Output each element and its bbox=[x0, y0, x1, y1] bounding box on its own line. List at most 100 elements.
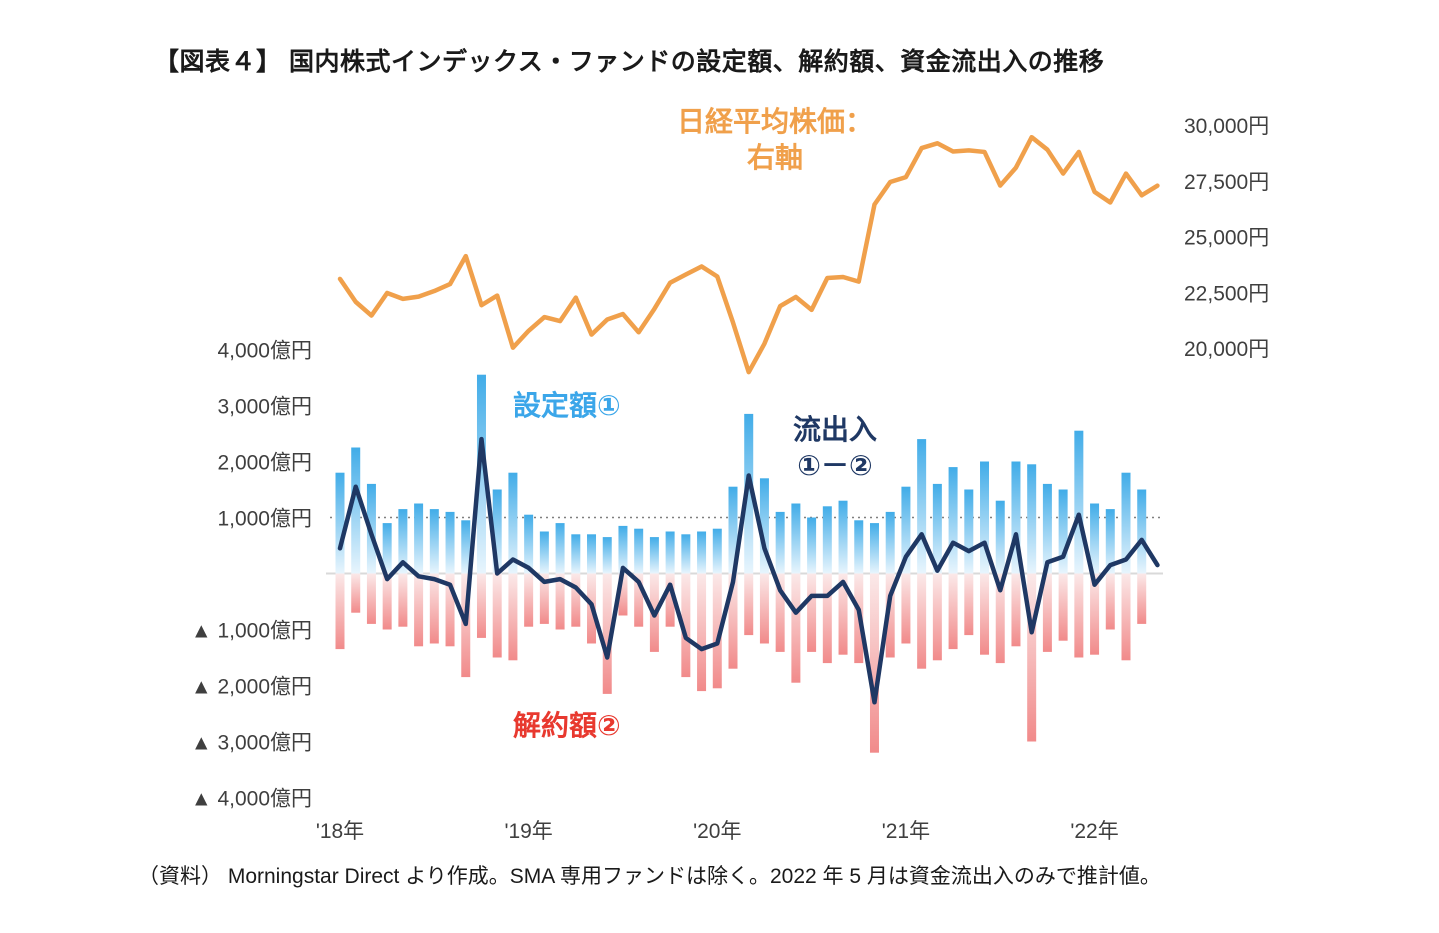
right-axis-tick: 27,500円 bbox=[1184, 171, 1269, 194]
redemption-bar bbox=[382, 573, 392, 630]
subscription-bar bbox=[398, 509, 408, 574]
subscription-bar bbox=[1074, 430, 1084, 574]
subscription-bar bbox=[476, 374, 486, 574]
subscription-bar bbox=[948, 467, 958, 574]
redemption-bar bbox=[807, 573, 817, 652]
redemption-bar bbox=[476, 573, 486, 638]
subscription-bar bbox=[1105, 509, 1115, 574]
subscription-bar bbox=[712, 528, 722, 574]
subscription-bar bbox=[854, 520, 864, 574]
subscription-bar bbox=[649, 537, 659, 574]
left-axis-tick: 2,000億円 bbox=[217, 452, 312, 475]
redemption-bar bbox=[1058, 573, 1068, 641]
redemption-bar bbox=[838, 573, 848, 655]
left-axis-tick: 4,000億円 bbox=[217, 340, 312, 363]
redemption-bar bbox=[1105, 573, 1115, 630]
redemption-bar bbox=[1011, 573, 1021, 647]
subscription-bar bbox=[697, 531, 707, 574]
redemption-bar bbox=[964, 573, 974, 636]
subscription-bar bbox=[1137, 489, 1147, 574]
chart-title: 【図表４】 国内株式インデックス・ファンドの設定額、解約額、資金流出入の推移 bbox=[154, 48, 1105, 76]
subscription-bar bbox=[382, 523, 392, 574]
subscription-bar bbox=[351, 447, 361, 574]
subscription-bar bbox=[917, 439, 927, 574]
subscription-bar bbox=[1027, 464, 1037, 574]
subscription-bar bbox=[822, 506, 832, 574]
subscription-bar bbox=[602, 537, 612, 574]
nikkei-legend-line1: 日経平均株価： bbox=[676, 106, 873, 137]
redemption-bar bbox=[759, 573, 769, 644]
redemption-bar bbox=[712, 573, 722, 689]
source-note: （資料） Morningstar Direct より作成。SMA 専用ファンドは… bbox=[138, 865, 1161, 888]
subscription-bar bbox=[932, 483, 942, 574]
subscription-bar bbox=[728, 486, 738, 574]
x-axis-tick: '22年 bbox=[1070, 820, 1118, 843]
redemption-bar bbox=[728, 573, 738, 669]
redemption-bar bbox=[1074, 573, 1084, 658]
redemption-bar bbox=[995, 573, 1005, 664]
nikkei-line bbox=[337, 134, 1160, 375]
subscription-bar bbox=[775, 511, 785, 574]
redemption-bar bbox=[398, 573, 408, 627]
subscription-bar bbox=[838, 500, 848, 574]
subscription-bar bbox=[681, 534, 691, 574]
netflow-legend-line1: 流出入 bbox=[792, 414, 877, 445]
subscription-bar bbox=[524, 514, 534, 574]
redemption-bar bbox=[602, 573, 612, 694]
redemption-bar bbox=[351, 573, 361, 613]
redemption-bar bbox=[571, 573, 581, 627]
x-axis-tick: '21年 bbox=[882, 820, 930, 843]
subscription-bar bbox=[587, 534, 597, 574]
redemption-bar bbox=[681, 573, 691, 678]
redemption-bar bbox=[618, 573, 628, 616]
redemption-bar bbox=[555, 573, 565, 630]
subscription-bar bbox=[571, 534, 581, 574]
redemption-bar bbox=[524, 573, 534, 627]
x-axis-tick: '20年 bbox=[693, 820, 741, 843]
netflow-line bbox=[337, 436, 1160, 705]
right-axis-tick: 30,000円 bbox=[1184, 115, 1269, 138]
nikkei-legend-line2: 右軸 bbox=[746, 142, 803, 173]
x-axis-tick: '19年 bbox=[504, 820, 552, 843]
redemption-bar bbox=[492, 573, 502, 658]
netflow-legend-label: 流出入 ①－② bbox=[775, 412, 895, 484]
redemption-bar bbox=[917, 573, 927, 669]
subscription-bar bbox=[555, 523, 565, 574]
redemption-bar bbox=[539, 573, 549, 624]
redemption-bar bbox=[1137, 573, 1147, 624]
left-axis-tick: 3,000億円 bbox=[217, 396, 312, 419]
redemption-bar bbox=[885, 573, 895, 658]
subscription-bar bbox=[759, 478, 769, 574]
redemption-bar bbox=[445, 573, 455, 647]
redemption-bar bbox=[948, 573, 958, 650]
subscription-bar bbox=[901, 486, 911, 574]
subscription-bar bbox=[791, 503, 801, 574]
redemption-bar bbox=[366, 573, 376, 624]
subscription-bar bbox=[445, 511, 455, 574]
subscription-bar bbox=[964, 489, 974, 574]
axis-tick-labels: 4,000億円 3,000億円 2,000億円 1,000億円 ▲ 1,000億円 ▲ 2… bbox=[191, 115, 1269, 843]
redemption-legend-label: 解約額② bbox=[513, 710, 621, 741]
redemption-bar bbox=[697, 573, 707, 692]
redemption-bar bbox=[1090, 573, 1100, 655]
left-axis-tick: ▲ 1,000億円 bbox=[191, 620, 312, 643]
subscription-bar bbox=[429, 509, 439, 574]
redemption-bar bbox=[335, 573, 345, 650]
x-axis-tick: '18年 bbox=[316, 820, 364, 843]
subscription-bar bbox=[744, 413, 754, 574]
redemption-bar bbox=[665, 573, 675, 627]
subscription-bar bbox=[1042, 483, 1052, 574]
redemption-bar bbox=[1042, 573, 1052, 652]
netflow-legend-line2: ①－② bbox=[797, 450, 873, 481]
redemption-bar bbox=[1027, 573, 1037, 742]
nikkei-legend-label: 日経平均株価： 右軸 bbox=[640, 104, 910, 176]
subscription-bar bbox=[869, 523, 879, 574]
redemption-bar bbox=[822, 573, 832, 664]
subscription-bar bbox=[461, 520, 471, 574]
left-axis-tick: 1,000億円 bbox=[217, 508, 312, 531]
subscription-bar bbox=[885, 511, 895, 574]
right-axis-tick: 22,500円 bbox=[1184, 282, 1269, 305]
subscription-bar bbox=[414, 503, 424, 574]
